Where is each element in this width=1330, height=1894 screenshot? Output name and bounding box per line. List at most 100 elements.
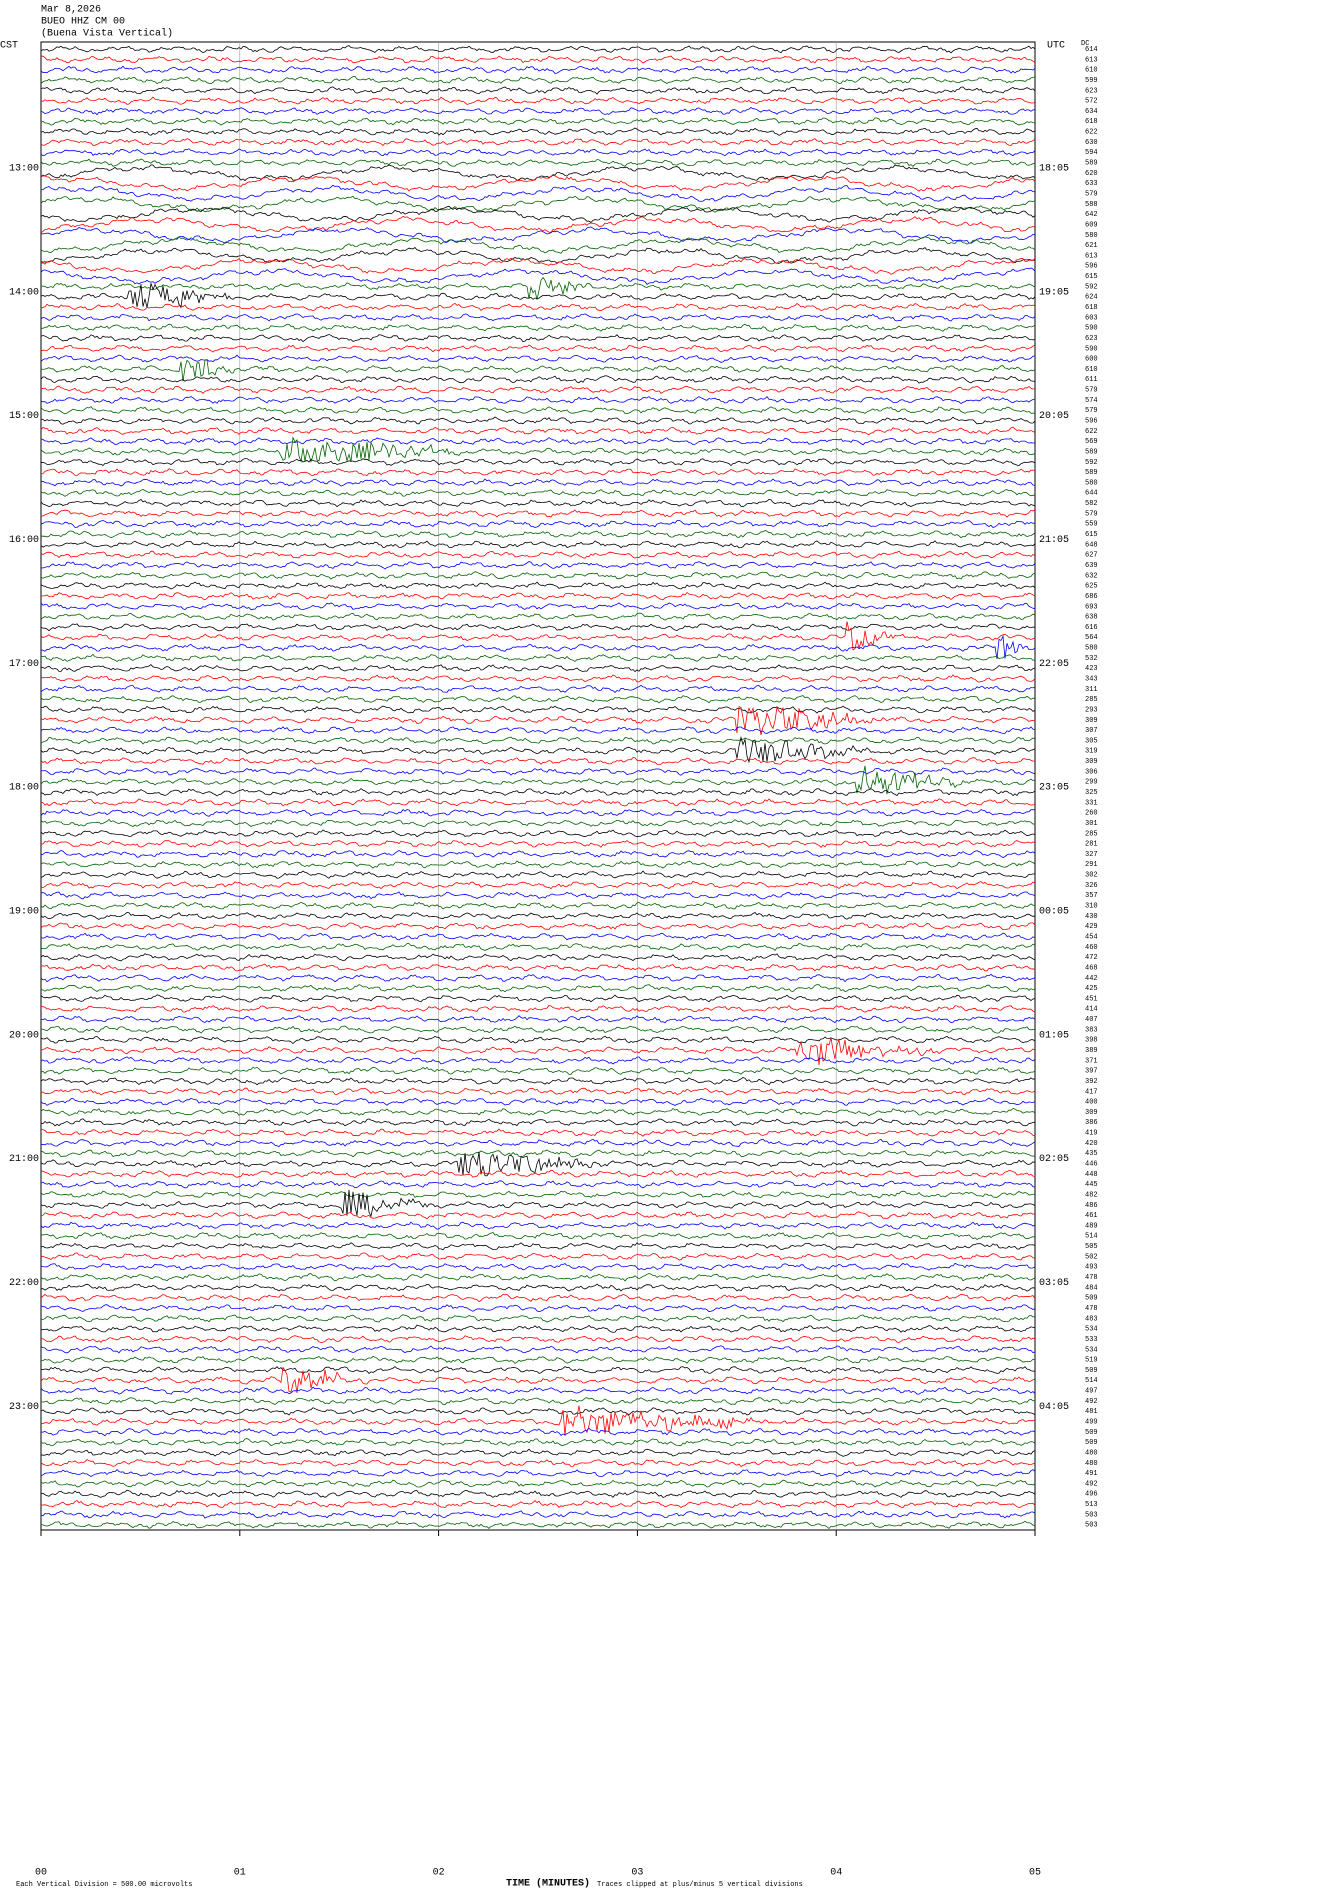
trace <box>40 1366 1036 1374</box>
trace <box>40 911 1036 920</box>
dc-value: 306 <box>1085 768 1098 776</box>
dc-value: 615 <box>1085 531 1098 539</box>
right-zone: UTC <box>1047 41 1065 52</box>
trace <box>40 1232 1036 1240</box>
trace <box>40 973 1036 983</box>
dc-value: 478 <box>1085 1274 1098 1282</box>
dc-value: 397 <box>1085 1068 1098 1076</box>
dc-value: 638 <box>1085 614 1098 622</box>
dc-value: 622 <box>1085 428 1098 436</box>
trace <box>40 550 1036 559</box>
dc-value: 589 <box>1085 160 1098 168</box>
dc-value: 489 <box>1085 1222 1098 1230</box>
trace <box>40 86 1036 95</box>
trace <box>40 1149 1036 1158</box>
trace <box>40 602 1036 611</box>
dc-value: 625 <box>1085 583 1098 591</box>
dc-value: 686 <box>1085 593 1098 601</box>
trace <box>40 1479 1036 1488</box>
dc-value: 589 <box>1085 469 1098 477</box>
trace <box>40 117 1036 126</box>
trace <box>40 437 1036 446</box>
dc-value: 569 <box>1085 438 1098 446</box>
trace <box>40 158 1036 167</box>
trace <box>40 591 1036 601</box>
dc-value: 383 <box>1085 1026 1098 1034</box>
trace <box>40 1427 1036 1437</box>
dc-value: 327 <box>1085 851 1098 859</box>
trace <box>40 1087 1036 1096</box>
dc-value: 503 <box>1085 1511 1098 1519</box>
trace <box>40 509 1036 518</box>
cst-time: 19:00 <box>9 906 39 917</box>
x-tick-label: 01 <box>234 1868 246 1879</box>
dc-value: 435 <box>1085 1150 1098 1158</box>
dc-value: 594 <box>1085 149 1098 157</box>
trace <box>40 953 1036 962</box>
dc-value: 644 <box>1085 490 1098 498</box>
dc-value: 579 <box>1085 190 1098 198</box>
trace <box>40 55 1036 64</box>
dc-value: 357 <box>1085 892 1098 900</box>
dc-value: 502 <box>1085 1253 1098 1261</box>
trace <box>40 561 1036 570</box>
dc-value: 609 <box>1085 221 1098 229</box>
dc-value: 613 <box>1085 56 1098 64</box>
dc-value: 532 <box>1085 655 1098 663</box>
dc-value: 588 <box>1085 201 1098 209</box>
dc-value: 497 <box>1085 1388 1098 1396</box>
trace <box>40 1405 1036 1436</box>
trace <box>40 426 1036 436</box>
dc-value: 331 <box>1085 799 1098 807</box>
dc-value: 386 <box>1085 1119 1098 1127</box>
x-tick-label: 00 <box>35 1868 47 1879</box>
trace <box>40 880 1036 890</box>
trace <box>40 684 1036 693</box>
trace <box>40 1107 1036 1117</box>
dc-value: 319 <box>1085 748 1098 756</box>
dc-value: 425 <box>1085 985 1098 993</box>
dc-value: 291 <box>1085 861 1098 869</box>
trace <box>40 621 1036 651</box>
dc-value: 620 <box>1085 170 1098 178</box>
dc-value: 492 <box>1085 1398 1098 1406</box>
trace <box>40 498 1036 508</box>
dc-value: 596 <box>1085 263 1098 271</box>
dc-value: 509 <box>1085 1367 1098 1375</box>
trace <box>40 1151 1036 1177</box>
dc-value: 579 <box>1085 407 1098 415</box>
dc-value: 491 <box>1085 1470 1098 1478</box>
trace <box>40 767 1036 776</box>
trace <box>40 653 1036 663</box>
dc-value: 624 <box>1085 294 1098 302</box>
dc-value: 615 <box>1085 273 1098 281</box>
trace <box>40 127 1036 136</box>
cst-time: 20:00 <box>9 1030 39 1041</box>
trace <box>40 313 1036 322</box>
dc-value: 299 <box>1085 779 1098 787</box>
trace <box>40 901 1036 910</box>
trace <box>40 302 1036 312</box>
trace <box>40 359 1036 382</box>
dc-value: 417 <box>1085 1088 1098 1096</box>
trace <box>40 1448 1036 1457</box>
trace <box>40 96 1036 105</box>
trace <box>40 458 1036 467</box>
utc-time: 20:05 <box>1039 411 1069 422</box>
cst-time: 14:00 <box>9 287 39 298</box>
left-zone: CST <box>0 41 18 52</box>
trace <box>40 478 1036 487</box>
trace <box>40 1293 1036 1303</box>
trace <box>40 984 1036 993</box>
dc-value: 603 <box>1085 314 1098 322</box>
trace <box>40 1077 1036 1086</box>
trace <box>40 1386 1036 1395</box>
trace <box>40 468 1036 477</box>
trace <box>40 818 1036 827</box>
trace <box>40 385 1036 394</box>
dc-value: 281 <box>1085 841 1098 849</box>
trace <box>40 1489 1036 1498</box>
trace <box>40 870 1036 879</box>
dc-value: 481 <box>1085 1408 1098 1416</box>
dc-value: 307 <box>1085 727 1098 735</box>
